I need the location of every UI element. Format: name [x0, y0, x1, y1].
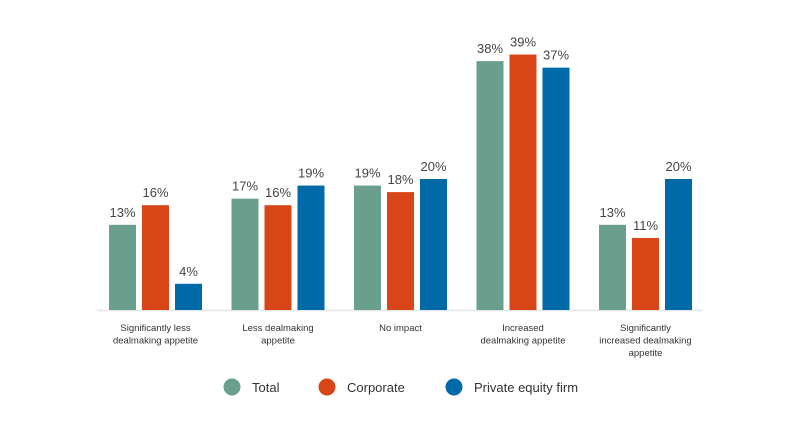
x-tick-label: increased dealmaking [599, 336, 691, 347]
bar [599, 224, 626, 310]
x-tick-label: appetite [261, 336, 295, 347]
legend-label: Private equity firm [474, 380, 578, 395]
data-label: 4% [179, 264, 198, 279]
bar [264, 205, 292, 310]
bar [175, 283, 202, 310]
bar [420, 179, 447, 310]
bar [542, 67, 570, 311]
legend-marker [318, 378, 336, 396]
x-tick-label: Less dealmaking [242, 323, 313, 334]
bar [387, 192, 414, 310]
data-label: 13% [599, 205, 625, 220]
x-tick-label: Increased [502, 323, 544, 334]
bar [231, 198, 259, 310]
x-tick-label: Significantly [620, 323, 671, 334]
bar [354, 185, 381, 310]
data-label: 37% [543, 48, 569, 63]
data-label: 17% [232, 179, 258, 194]
bar [109, 224, 136, 310]
data-label: 19% [354, 166, 380, 181]
legend-marker [445, 378, 463, 396]
data-label: 39% [510, 35, 536, 50]
x-tick-label: Significantly less [120, 323, 190, 334]
bar [142, 205, 169, 310]
data-label: 18% [387, 172, 413, 187]
x-tick-label: No impact [379, 323, 422, 334]
legend-label: Corporate [347, 380, 405, 395]
x-tick-label: dealmaking appetite [480, 336, 565, 347]
bar [509, 54, 537, 310]
data-label: 38% [477, 41, 503, 56]
legend-marker [223, 378, 241, 396]
data-label: 13% [109, 205, 135, 220]
bar [476, 61, 504, 310]
data-label: 11% [633, 218, 658, 233]
x-tick-label: dealmaking appetite [113, 336, 198, 347]
data-label: 20% [665, 159, 691, 174]
data-label: 16% [265, 185, 291, 200]
bar [632, 237, 659, 310]
x-tick-label: appetite [629, 348, 663, 359]
data-label: 20% [420, 159, 446, 174]
data-label: 16% [142, 185, 168, 200]
bar [297, 185, 325, 310]
bar [665, 179, 692, 310]
legend-label: Total [252, 380, 280, 395]
data-label: 19% [298, 166, 324, 181]
